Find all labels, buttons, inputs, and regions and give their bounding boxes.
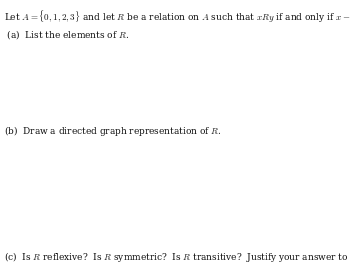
Text: Let $A = \{0, 1, 2, 3\}$ and let $R$ be a relation on $A$ such that $xRy$ if and: Let $A = \{0, 1, 2, 3\}$ and let $R$ be … [4,9,350,25]
Text: (a)  List the elements of $R$.: (a) List the elements of $R$. [4,28,130,41]
Text: (c)  Is $R$ reflexive?  Is $R$ symmetric?  Is $R$ transitive?  Justify your answ: (c) Is $R$ reflexive? Is $R$ symmetric? … [4,250,350,264]
Text: (b)  Draw a directed graph representation of $R$.: (b) Draw a directed graph representation… [4,124,222,138]
